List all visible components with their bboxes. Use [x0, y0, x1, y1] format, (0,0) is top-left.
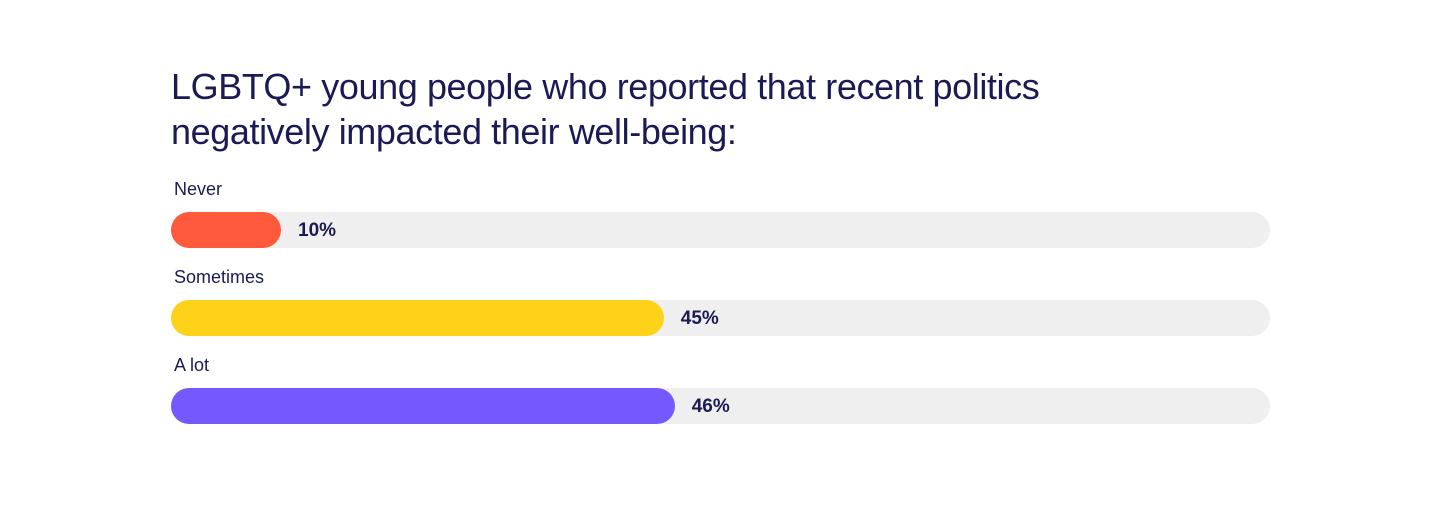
chart-title: LGBTQ+ young people who reported that re…: [171, 66, 1040, 152]
bar-value-label: 10%: [298, 220, 337, 241]
bar-value-label: 46%: [691, 396, 730, 417]
bar-fill: [171, 388, 675, 424]
bar-track: 10%: [171, 212, 1270, 248]
bar-chart: LGBTQ+ young people who reported that re…: [171, 64, 1270, 440]
bar-row: A lot 46%: [171, 352, 1270, 440]
bar-track: 46%: [171, 388, 1270, 424]
bar-category-label: Sometimes: [174, 267, 265, 287]
bar-category-label: Never: [174, 179, 223, 199]
bar-fill: [171, 300, 664, 336]
chart-rows: Never 10% Sometimes 45% A lot 46%: [171, 176, 1270, 440]
bar-category-label: A lot: [174, 355, 210, 375]
bar-fill: [171, 212, 281, 248]
bar-row: Sometimes 45%: [171, 264, 1270, 352]
bar-track: 45%: [171, 300, 1270, 336]
bar-row: Never 10%: [171, 176, 1270, 264]
bar-value-label: 45%: [680, 308, 719, 329]
